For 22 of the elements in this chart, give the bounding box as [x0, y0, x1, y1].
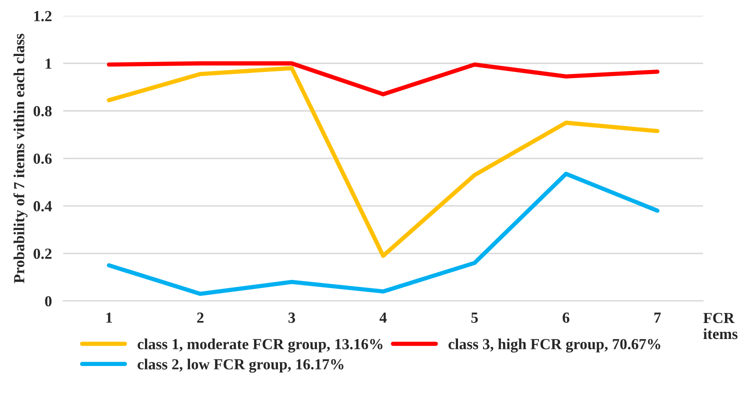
x-tick-label: 6: [562, 312, 570, 323]
x-tick-label: 4: [380, 312, 387, 323]
x-tick-label: 2: [197, 312, 204, 323]
y-tick-label: 0.8: [34, 106, 52, 116]
line-series: [106, 172, 660, 296]
legend-label: class 2, low FCR group, 16.17%: [138, 358, 344, 373]
x-tick-label: 1: [106, 312, 112, 323]
x-tick-label: 3: [288, 312, 296, 323]
y-tick-label: 0.2: [34, 248, 52, 259]
x-tick-label: 7: [654, 312, 661, 323]
y-tick-label: 1: [46, 58, 52, 69]
y-tick-label: 0: [45, 296, 52, 306]
y-tick-label: 1.2: [34, 11, 52, 22]
legend-label: class 3, high FCR group, 70.67%: [448, 338, 660, 352]
y-tick-label: 0.4: [34, 201, 52, 212]
x-tick-label: 5: [471, 312, 478, 323]
x-axis-title: FCR items: [703, 312, 738, 340]
y-axis-title: Probability of 7 items vithin each class: [13, 34, 28, 284]
legend-label: class 1, moderate FCR group, 13.16%: [138, 338, 382, 352]
y-tick-label: 0.6: [34, 154, 52, 164]
line-series: [106, 66, 660, 258]
line-series: [106, 61, 660, 96]
